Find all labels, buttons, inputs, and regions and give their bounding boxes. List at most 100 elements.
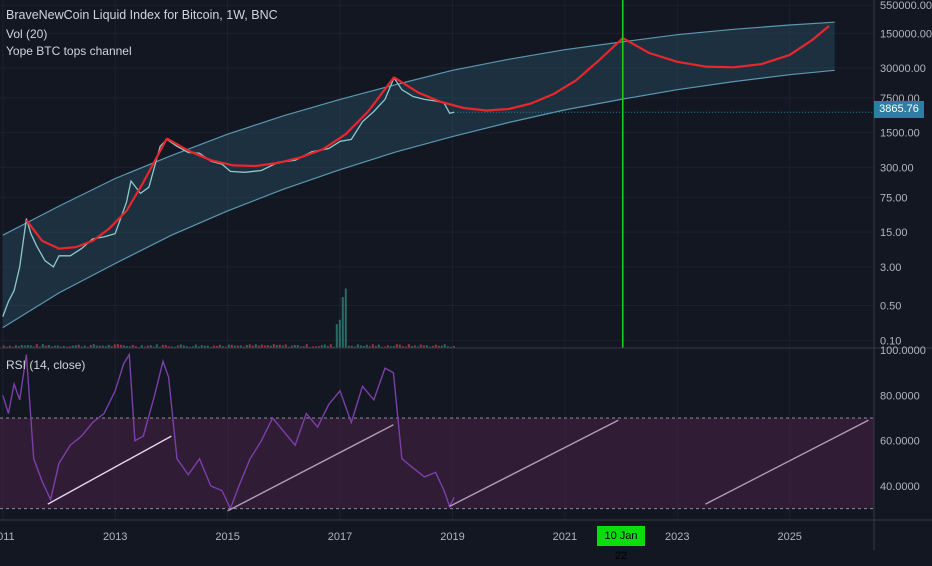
volume-bar bbox=[353, 346, 356, 348]
volume-bar bbox=[26, 345, 29, 348]
volume-bar bbox=[290, 345, 293, 348]
volume-bar bbox=[185, 346, 188, 348]
channel-lower-line bbox=[2, 69, 835, 329]
price-axis-tick-label: 300.00 bbox=[880, 162, 914, 174]
rsi-label: RSI (14, close) bbox=[6, 358, 86, 372]
volume-bar bbox=[281, 345, 284, 348]
volume-bar bbox=[317, 346, 320, 348]
volume-bar bbox=[413, 345, 416, 348]
volume-bar bbox=[335, 324, 338, 348]
volume-bar bbox=[38, 346, 41, 348]
volume-bar bbox=[95, 345, 98, 348]
volume-bar bbox=[23, 345, 26, 348]
channel-upper-line bbox=[2, 21, 835, 236]
time-axis-tick-label: 2013 bbox=[103, 531, 127, 543]
volume-bar bbox=[371, 344, 374, 348]
chart-title: BraveNewCoin Liquid Index for Bitcoin, 1… bbox=[6, 8, 278, 22]
volume-bar bbox=[212, 345, 215, 348]
rsi-trendline-1 bbox=[47, 435, 172, 505]
volume-bar bbox=[236, 345, 239, 348]
volume-bar bbox=[14, 345, 17, 348]
volume-bar bbox=[311, 346, 314, 348]
volume-bar bbox=[344, 288, 347, 348]
volume-bar bbox=[152, 346, 155, 348]
volume-bar bbox=[11, 346, 14, 348]
volume-bar bbox=[332, 346, 335, 348]
volume-bar bbox=[203, 345, 206, 348]
volume-bar bbox=[416, 346, 419, 348]
price-axis-tick-label: 550000.00 bbox=[880, 0, 932, 12]
volume-bar bbox=[395, 344, 398, 348]
volume-bar bbox=[260, 344, 263, 348]
volume-bar bbox=[437, 345, 440, 348]
volume-bar bbox=[428, 346, 431, 348]
volume-bar bbox=[200, 345, 203, 348]
rsi-layer bbox=[0, 347, 932, 512]
price-axis-tick-label: 0.50 bbox=[880, 301, 901, 313]
volume-bar bbox=[251, 345, 254, 348]
volume-bar bbox=[47, 345, 50, 348]
volume-bar bbox=[359, 345, 362, 348]
rsi-axis-tick-label: 40.0000 bbox=[880, 481, 920, 493]
volume-bar bbox=[380, 346, 383, 348]
volume-bar bbox=[35, 344, 38, 348]
volume-bar bbox=[374, 345, 377, 348]
volume-bar bbox=[419, 344, 422, 348]
volume-bar bbox=[182, 345, 185, 348]
volume-bar bbox=[116, 344, 119, 348]
volume-bar bbox=[146, 345, 149, 348]
volume-bar bbox=[230, 344, 233, 348]
volume-bar bbox=[404, 346, 407, 348]
rsi-axis-tick-label: 80.0000 bbox=[880, 390, 920, 402]
volume-bar bbox=[98, 345, 101, 348]
volume-bar bbox=[326, 346, 329, 348]
volume-bar bbox=[266, 345, 269, 348]
volume-bar bbox=[284, 344, 287, 348]
volume-bar bbox=[32, 346, 35, 348]
axis-layer: 550000.00150000.0030000.007500.001500.00… bbox=[0, 0, 932, 550]
volume-bar bbox=[110, 346, 113, 348]
volume-bar bbox=[242, 346, 245, 348]
volume-bar bbox=[410, 346, 413, 348]
volume-bar bbox=[167, 346, 170, 348]
volume-bar bbox=[179, 344, 182, 348]
volume-bar bbox=[386, 345, 389, 348]
time-axis-tick-label: 2025 bbox=[777, 531, 801, 543]
volume-bar bbox=[20, 345, 23, 348]
volume-bar bbox=[401, 346, 404, 348]
volume-bar bbox=[248, 344, 251, 348]
volume-bar bbox=[314, 346, 317, 348]
volume-bar bbox=[173, 346, 176, 348]
current-price-tag: 3865.76 bbox=[874, 101, 924, 118]
volume-bar bbox=[41, 344, 44, 348]
volume-bar bbox=[29, 345, 32, 348]
volume-bar bbox=[377, 344, 380, 348]
volume-bar bbox=[347, 345, 350, 348]
time-axis-tick-label: 2019 bbox=[440, 531, 464, 543]
volume-bar bbox=[59, 346, 62, 348]
volume-bar bbox=[389, 346, 392, 348]
chart-svg[interactable]: 550000.00150000.0030000.007500.001500.00… bbox=[0, 0, 932, 550]
indicator-label: Yope BTC tops channel bbox=[6, 44, 132, 58]
volume-bar bbox=[227, 344, 230, 348]
volume-bar bbox=[443, 344, 446, 348]
volume-bar bbox=[215, 346, 218, 348]
volume-bar bbox=[17, 346, 20, 348]
volume-bar bbox=[293, 345, 296, 348]
volume-bar bbox=[368, 346, 371, 348]
cycle-curve-4 bbox=[622, 25, 830, 69]
volume-bar bbox=[224, 346, 227, 348]
volume-bar bbox=[119, 344, 122, 348]
volume-bar bbox=[104, 346, 107, 348]
time-axis-tick-label: 2015 bbox=[215, 531, 239, 543]
volume-bar bbox=[422, 345, 425, 348]
volume-bar bbox=[398, 344, 401, 348]
volume-bar bbox=[233, 345, 236, 348]
volume-bar bbox=[74, 345, 77, 348]
volume-bar bbox=[86, 346, 89, 348]
volume-bar bbox=[383, 346, 386, 348]
volume-bar bbox=[254, 344, 257, 348]
volume-bar bbox=[425, 345, 428, 348]
volume-bar bbox=[218, 344, 221, 348]
